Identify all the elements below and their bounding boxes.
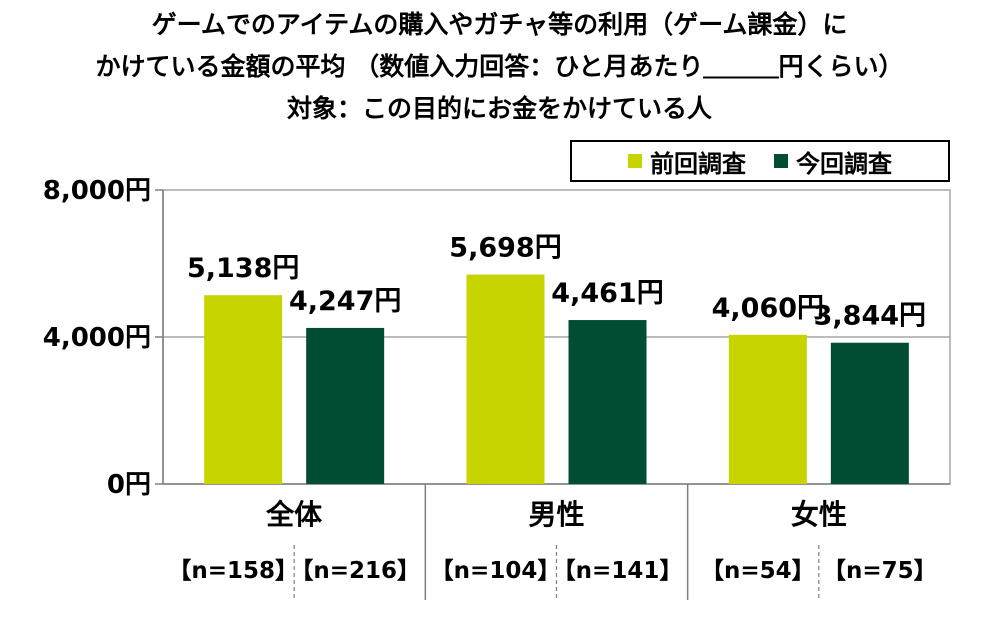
bar-previous-1 <box>466 274 545 484</box>
bar-current-0 <box>306 327 385 484</box>
chart-title-line-2: かけている金額の平均 （数値入力回答：ひと月あたり＿＿＿円くらい） <box>95 52 904 81</box>
category-label-0: 全体 <box>265 498 323 531</box>
data-label-current-0: 4,247円 <box>289 286 401 317</box>
n-label-current-2: 【n=75】 <box>823 558 937 584</box>
bar-current-1 <box>568 320 647 484</box>
chart-legend: 前回調査 今回調査 <box>570 140 950 182</box>
bar-current-2 <box>830 342 909 484</box>
chart-title-line-1: ゲームでのアイテムの購入やガチャ等の利用（ゲーム課金）に <box>151 10 848 39</box>
legend-swatch-previous <box>628 154 642 168</box>
legend-item-previous: 前回調査 <box>628 144 746 179</box>
y-tick-label-1: 4,000円 <box>43 323 151 353</box>
n-label-current-1: 【n=141】 <box>553 558 683 584</box>
n-label-current-0: 【n=216】 <box>290 558 420 584</box>
y-tick-label-0: 0円 <box>107 470 151 500</box>
legend-label-previous: 前回調査 <box>650 149 746 178</box>
n-label-previous-0: 【n=158】 <box>168 558 298 584</box>
data-label-previous-1: 5,698円 <box>449 233 561 264</box>
data-label-previous-2: 4,060円 <box>712 293 824 324</box>
data-label-previous-0: 5,138円 <box>187 253 299 284</box>
data-label-current-1: 4,461円 <box>551 278 663 309</box>
data-label-current-2: 3,844円 <box>814 301 926 332</box>
n-label-previous-2: 【n=54】 <box>701 558 815 584</box>
legend-label-current: 今回調査 <box>796 149 892 178</box>
category-label-1: 男性 <box>528 498 584 531</box>
bar-previous-2 <box>728 334 807 484</box>
legend-item-current: 今回調査 <box>774 144 892 179</box>
y-tick-label-2: 8,000円 <box>43 176 151 206</box>
legend-swatch-current <box>774 154 788 168</box>
chart-title-line-3: 対象：この目的にお金をかけている人 <box>286 94 712 123</box>
category-label-2: 女性 <box>791 498 847 531</box>
n-label-previous-1: 【n=104】 <box>431 558 561 584</box>
bar-previous-0 <box>204 295 283 484</box>
